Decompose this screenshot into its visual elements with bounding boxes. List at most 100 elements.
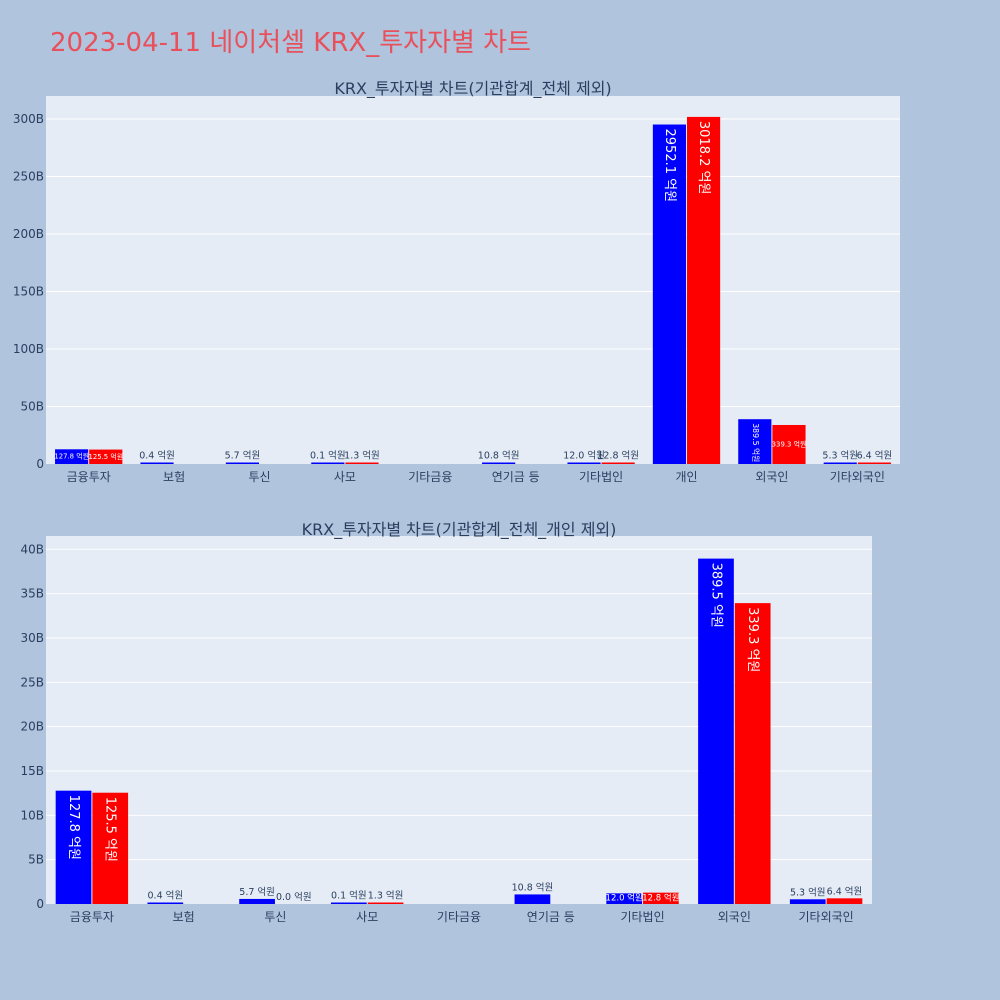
y-tick-label: 25B <box>20 675 44 689</box>
x-tick-label: 외국인 <box>718 910 751 924</box>
y-tick-label: 15B <box>20 764 44 778</box>
bar-value-label: 389.5 억원 <box>751 423 761 462</box>
x-tick-label: 보험 <box>163 470 185 484</box>
y-tick-label: 40B <box>20 542 44 556</box>
bar <box>345 462 379 464</box>
bar <box>55 790 92 904</box>
bar <box>89 449 123 464</box>
bar-value-label: 6.4 억원 <box>857 450 893 462</box>
bar <box>789 899 826 904</box>
bar <box>514 894 551 904</box>
bar <box>606 893 643 904</box>
bar-value-label: 3018.2 억원 <box>696 121 711 195</box>
bar-value-label: 127.8 억원 <box>54 452 89 461</box>
bar <box>55 449 89 464</box>
bar-value-label: 389.5 억원 <box>708 563 723 628</box>
bar <box>734 603 771 904</box>
bar-value-label: 0.0 억원 <box>276 891 312 903</box>
y-tick-label: 30B <box>20 631 44 645</box>
x-tick-label: 사모 <box>356 910 378 924</box>
plot-area <box>46 96 900 464</box>
x-tick-label: 외국인 <box>755 470 788 484</box>
bar-value-label: 125.5 억원 <box>88 452 123 461</box>
y-tick-label: 35B <box>20 587 44 601</box>
x-tick-label: 연기금 등 <box>492 470 540 484</box>
chart-title: KRX_투자자별 차트(기관합계_전체_개인 제외) <box>302 520 617 540</box>
y-tick-label: 250B <box>13 170 44 184</box>
x-tick-label: 기타외국인 <box>799 910 854 924</box>
x-tick-label: 기타금융 <box>437 910 481 924</box>
bar <box>147 902 184 904</box>
x-tick-label: 기타외국인 <box>830 470 885 484</box>
chart-1: 0 50B 100B 150B 200B 250B 300B KRX_투자자별 차트(기관합계… <box>13 79 900 484</box>
y-tick-label: 300B <box>13 112 44 126</box>
bar-value-label: 2952.1 억원 <box>662 129 677 203</box>
bar <box>239 898 275 904</box>
bar-value-label: 12.0 억원 <box>563 450 605 462</box>
bar-value-label: 0.4 억원 <box>139 450 175 462</box>
bar <box>643 892 679 904</box>
x-tick-label: 투신 <box>264 910 286 924</box>
x-tick-label: 사모 <box>334 470 356 484</box>
bar-value-label: 12.8 억원 <box>597 450 639 462</box>
bar-value-label: 5.3 억원 <box>790 886 826 898</box>
x-tick-label: 투신 <box>248 470 270 484</box>
bar-value-label: 5.3 억원 <box>822 450 858 462</box>
bar-value-label: 0.4 억원 <box>148 890 184 902</box>
bar <box>738 419 772 464</box>
chart-title: KRX_투자자별 차트(기관합계_전체 제외) <box>334 79 611 99</box>
bar <box>823 462 857 464</box>
bar-value-label: 339.3 억원 <box>745 607 760 672</box>
chart-2: 0 5B 10B 15B 20B 25B 30B 35B 40B KRX_투자자별 차트(기관합계… <box>20 520 872 924</box>
bar <box>601 462 635 464</box>
bar-value-label: 10.8 억원 <box>512 881 554 893</box>
bar <box>367 902 404 904</box>
y-tick-label: 20B <box>20 720 44 734</box>
bar <box>857 462 891 464</box>
bar <box>698 558 734 904</box>
bar <box>92 792 129 904</box>
x-tick-label: 연기금 등 <box>527 910 575 924</box>
bar <box>225 462 259 464</box>
x-tick-label: 금융투자 <box>67 470 111 484</box>
bar-value-label: 0.1 억원 <box>331 890 367 902</box>
bar <box>772 424 806 464</box>
bar-value-label: 339.3 억원 <box>772 439 807 448</box>
y-tick-label: 0 <box>36 897 44 911</box>
bar-value-label: 5.7 억원 <box>239 886 275 898</box>
bar-value-label: 6.4 억원 <box>827 885 863 897</box>
y-tick-label: 5B <box>28 853 44 867</box>
bar <box>652 124 686 465</box>
bar-value-label: 12.0 억원 <box>606 893 643 904</box>
bar-value-label: 12.8 억원 <box>642 892 679 903</box>
x-tick-label: 기타법인 <box>579 470 623 484</box>
bar <box>567 462 601 464</box>
x-tick-label: 금융투자 <box>70 910 114 924</box>
x-tick-label: 기타금융 <box>408 470 452 484</box>
page-title: 2023-04-11 네이처셀 KRX_투자자별 차트 <box>50 28 532 58</box>
y-tick-label: 150B <box>13 285 44 299</box>
bar-value-label: 10.8 억원 <box>478 450 520 462</box>
x-tick-label: 기타법인 <box>620 910 664 924</box>
x-tick-label: 보험 <box>173 910 195 924</box>
y-tick-label: 100B <box>13 342 44 356</box>
y-tick-label: 10B <box>20 808 44 822</box>
bar <box>331 902 367 904</box>
bar <box>140 462 174 464</box>
bar-value-label: 1.3 억원 <box>368 890 404 902</box>
bar-value-label: 1.3 억원 <box>344 450 380 462</box>
bar <box>482 462 516 464</box>
y-tick-label: 200B <box>13 227 44 241</box>
bar-value-label: 5.7 억원 <box>225 450 261 462</box>
bar-value-label: 127.8 억원 <box>66 795 81 860</box>
plot-area <box>46 536 872 904</box>
x-tick-label: 개인 <box>675 470 697 484</box>
bar <box>687 116 721 465</box>
y-tick-label: 0 <box>36 457 44 471</box>
bar <box>826 898 863 904</box>
bar-value-label: 125.5 억원 <box>103 797 118 862</box>
bar-value-label: 0.1 억원 <box>310 450 346 462</box>
y-tick-label: 50B <box>20 400 44 414</box>
bar <box>311 462 345 464</box>
